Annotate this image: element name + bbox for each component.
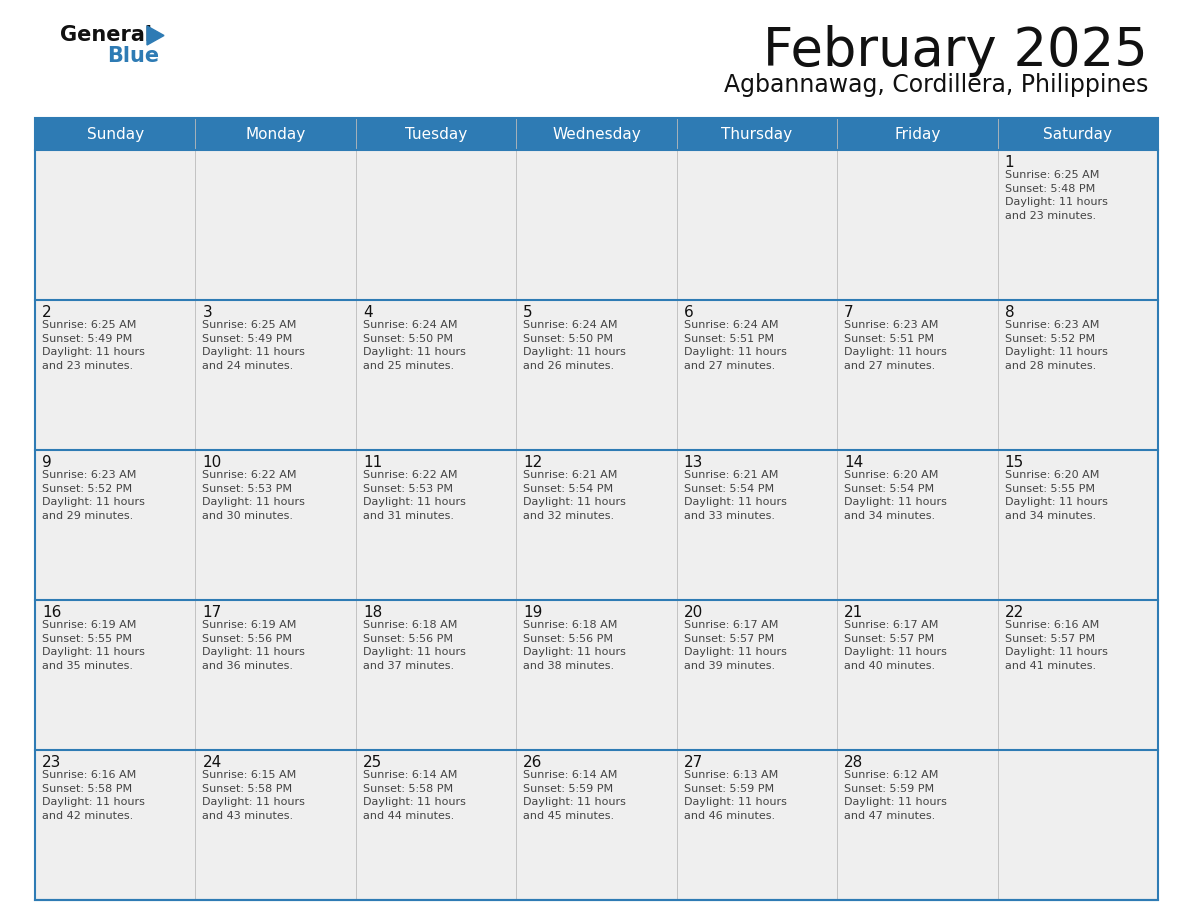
Text: Tuesday: Tuesday <box>405 127 467 141</box>
Text: 9: 9 <box>42 455 52 470</box>
Text: Thursday: Thursday <box>721 127 792 141</box>
Text: February 2025: February 2025 <box>763 25 1148 77</box>
Text: 23: 23 <box>42 755 62 770</box>
Text: 27: 27 <box>684 755 703 770</box>
Text: 10: 10 <box>202 455 222 470</box>
Text: Sunrise: 6:21 AM
Sunset: 5:54 PM
Daylight: 11 hours
and 32 minutes.: Sunrise: 6:21 AM Sunset: 5:54 PM Dayligh… <box>523 470 626 521</box>
Bar <box>34 600 1158 750</box>
Polygon shape <box>147 26 164 45</box>
Text: 13: 13 <box>684 455 703 470</box>
Text: 18: 18 <box>362 605 383 620</box>
Text: Sunrise: 6:24 AM
Sunset: 5:50 PM
Daylight: 11 hours
and 26 minutes.: Sunrise: 6:24 AM Sunset: 5:50 PM Dayligh… <box>523 320 626 371</box>
Text: 25: 25 <box>362 755 383 770</box>
Text: Sunrise: 6:15 AM
Sunset: 5:58 PM
Daylight: 11 hours
and 43 minutes.: Sunrise: 6:15 AM Sunset: 5:58 PM Dayligh… <box>202 770 305 821</box>
Text: Sunrise: 6:14 AM
Sunset: 5:59 PM
Daylight: 11 hours
and 45 minutes.: Sunrise: 6:14 AM Sunset: 5:59 PM Dayligh… <box>523 770 626 821</box>
Text: Sunrise: 6:20 AM
Sunset: 5:54 PM
Daylight: 11 hours
and 34 minutes.: Sunrise: 6:20 AM Sunset: 5:54 PM Dayligh… <box>845 470 947 521</box>
Text: Sunrise: 6:16 AM
Sunset: 5:57 PM
Daylight: 11 hours
and 41 minutes.: Sunrise: 6:16 AM Sunset: 5:57 PM Dayligh… <box>1005 620 1107 671</box>
Text: 22: 22 <box>1005 605 1024 620</box>
Text: Sunrise: 6:14 AM
Sunset: 5:58 PM
Daylight: 11 hours
and 44 minutes.: Sunrise: 6:14 AM Sunset: 5:58 PM Dayligh… <box>362 770 466 821</box>
Text: 3: 3 <box>202 305 213 320</box>
Text: Monday: Monday <box>246 127 305 141</box>
Text: 24: 24 <box>202 755 222 770</box>
Text: Sunrise: 6:17 AM
Sunset: 5:57 PM
Daylight: 11 hours
and 39 minutes.: Sunrise: 6:17 AM Sunset: 5:57 PM Dayligh… <box>684 620 786 671</box>
Text: 20: 20 <box>684 605 703 620</box>
Text: 11: 11 <box>362 455 383 470</box>
Text: 7: 7 <box>845 305 854 320</box>
Text: Sunrise: 6:19 AM
Sunset: 5:55 PM
Daylight: 11 hours
and 35 minutes.: Sunrise: 6:19 AM Sunset: 5:55 PM Dayligh… <box>42 620 145 671</box>
Text: Sunrise: 6:22 AM
Sunset: 5:53 PM
Daylight: 11 hours
and 30 minutes.: Sunrise: 6:22 AM Sunset: 5:53 PM Dayligh… <box>202 470 305 521</box>
Text: 5: 5 <box>523 305 533 320</box>
Text: 15: 15 <box>1005 455 1024 470</box>
Bar <box>34 118 1158 150</box>
Text: Friday: Friday <box>895 127 941 141</box>
Text: Sunrise: 6:17 AM
Sunset: 5:57 PM
Daylight: 11 hours
and 40 minutes.: Sunrise: 6:17 AM Sunset: 5:57 PM Dayligh… <box>845 620 947 671</box>
Text: 12: 12 <box>523 455 543 470</box>
Text: Blue: Blue <box>107 46 159 66</box>
Text: Wednesday: Wednesday <box>552 127 640 141</box>
Text: Sunrise: 6:23 AM
Sunset: 5:51 PM
Daylight: 11 hours
and 27 minutes.: Sunrise: 6:23 AM Sunset: 5:51 PM Dayligh… <box>845 320 947 371</box>
Text: Agbannawag, Cordillera, Philippines: Agbannawag, Cordillera, Philippines <box>723 73 1148 97</box>
Text: Sunrise: 6:22 AM
Sunset: 5:53 PM
Daylight: 11 hours
and 31 minutes.: Sunrise: 6:22 AM Sunset: 5:53 PM Dayligh… <box>362 470 466 521</box>
Bar <box>34 300 1158 450</box>
Text: Sunrise: 6:25 AM
Sunset: 5:49 PM
Daylight: 11 hours
and 24 minutes.: Sunrise: 6:25 AM Sunset: 5:49 PM Dayligh… <box>202 320 305 371</box>
Text: 19: 19 <box>523 605 543 620</box>
Text: 28: 28 <box>845 755 864 770</box>
Text: 16: 16 <box>42 605 62 620</box>
Text: Sunrise: 6:12 AM
Sunset: 5:59 PM
Daylight: 11 hours
and 47 minutes.: Sunrise: 6:12 AM Sunset: 5:59 PM Dayligh… <box>845 770 947 821</box>
Text: 2: 2 <box>42 305 51 320</box>
Text: 8: 8 <box>1005 305 1015 320</box>
Text: 21: 21 <box>845 605 864 620</box>
Text: General: General <box>61 25 152 45</box>
Text: 1: 1 <box>1005 155 1015 170</box>
Text: Sunrise: 6:24 AM
Sunset: 5:50 PM
Daylight: 11 hours
and 25 minutes.: Sunrise: 6:24 AM Sunset: 5:50 PM Dayligh… <box>362 320 466 371</box>
Text: Sunrise: 6:23 AM
Sunset: 5:52 PM
Daylight: 11 hours
and 29 minutes.: Sunrise: 6:23 AM Sunset: 5:52 PM Dayligh… <box>42 470 145 521</box>
Text: Sunrise: 6:21 AM
Sunset: 5:54 PM
Daylight: 11 hours
and 33 minutes.: Sunrise: 6:21 AM Sunset: 5:54 PM Dayligh… <box>684 470 786 521</box>
Text: 6: 6 <box>684 305 694 320</box>
Text: Sunrise: 6:18 AM
Sunset: 5:56 PM
Daylight: 11 hours
and 38 minutes.: Sunrise: 6:18 AM Sunset: 5:56 PM Dayligh… <box>523 620 626 671</box>
Bar <box>34 750 1158 900</box>
Text: 4: 4 <box>362 305 373 320</box>
Text: Sunrise: 6:23 AM
Sunset: 5:52 PM
Daylight: 11 hours
and 28 minutes.: Sunrise: 6:23 AM Sunset: 5:52 PM Dayligh… <box>1005 320 1107 371</box>
Text: Sunday: Sunday <box>87 127 144 141</box>
Bar <box>34 118 1158 900</box>
Text: Sunrise: 6:24 AM
Sunset: 5:51 PM
Daylight: 11 hours
and 27 minutes.: Sunrise: 6:24 AM Sunset: 5:51 PM Dayligh… <box>684 320 786 371</box>
Text: Sunrise: 6:16 AM
Sunset: 5:58 PM
Daylight: 11 hours
and 42 minutes.: Sunrise: 6:16 AM Sunset: 5:58 PM Dayligh… <box>42 770 145 821</box>
Bar <box>34 450 1158 600</box>
Bar <box>34 150 1158 300</box>
Text: 17: 17 <box>202 605 222 620</box>
Text: Sunrise: 6:18 AM
Sunset: 5:56 PM
Daylight: 11 hours
and 37 minutes.: Sunrise: 6:18 AM Sunset: 5:56 PM Dayligh… <box>362 620 466 671</box>
Text: Sunrise: 6:25 AM
Sunset: 5:49 PM
Daylight: 11 hours
and 23 minutes.: Sunrise: 6:25 AM Sunset: 5:49 PM Dayligh… <box>42 320 145 371</box>
Text: Saturday: Saturday <box>1043 127 1112 141</box>
Text: Sunrise: 6:25 AM
Sunset: 5:48 PM
Daylight: 11 hours
and 23 minutes.: Sunrise: 6:25 AM Sunset: 5:48 PM Dayligh… <box>1005 170 1107 221</box>
Text: 26: 26 <box>523 755 543 770</box>
Text: Sunrise: 6:19 AM
Sunset: 5:56 PM
Daylight: 11 hours
and 36 minutes.: Sunrise: 6:19 AM Sunset: 5:56 PM Dayligh… <box>202 620 305 671</box>
Text: 14: 14 <box>845 455 864 470</box>
Text: Sunrise: 6:13 AM
Sunset: 5:59 PM
Daylight: 11 hours
and 46 minutes.: Sunrise: 6:13 AM Sunset: 5:59 PM Dayligh… <box>684 770 786 821</box>
Text: Sunrise: 6:20 AM
Sunset: 5:55 PM
Daylight: 11 hours
and 34 minutes.: Sunrise: 6:20 AM Sunset: 5:55 PM Dayligh… <box>1005 470 1107 521</box>
